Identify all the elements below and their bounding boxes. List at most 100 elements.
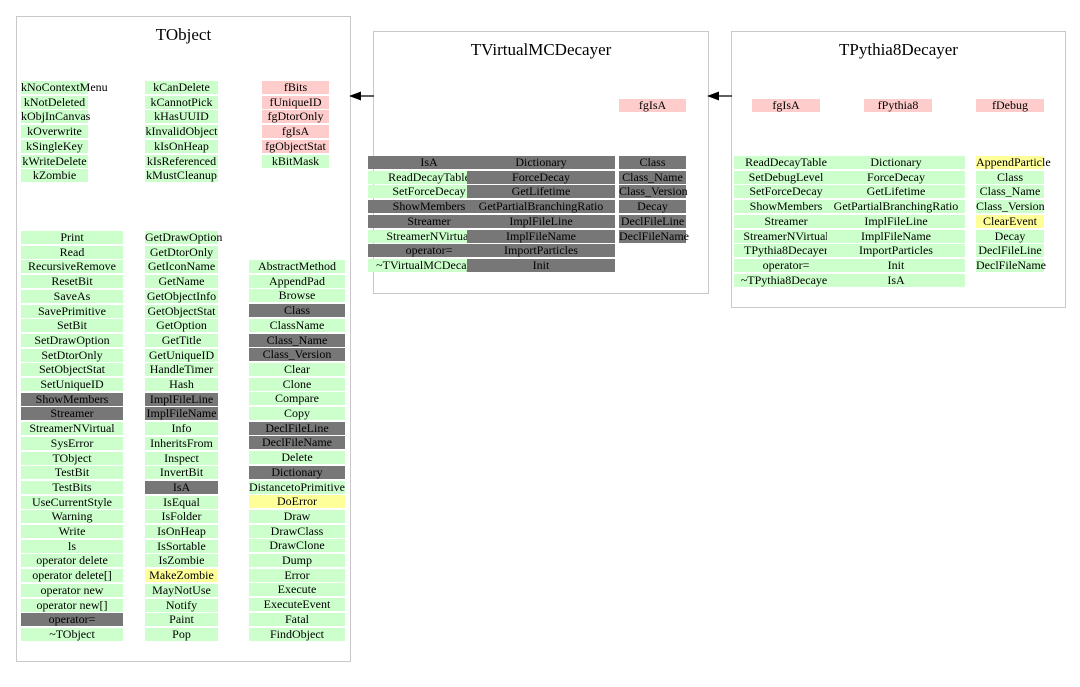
class-box-tobject: TObject kNoContextMenu kNotDeleted kObjInC… xyxy=(16,16,351,662)
class-method-item: ClearEvent xyxy=(976,214,1044,228)
class-method-item: Decay xyxy=(976,229,1044,243)
class-method-item: ReadDecayTable xyxy=(368,170,490,184)
class-method-item: kNoContextMenu xyxy=(21,80,108,94)
class-method-item: operator delete xyxy=(21,554,123,568)
class-method-item: Class xyxy=(976,170,1044,184)
class-method-item: GetLifetime xyxy=(827,185,965,199)
class-method-item: Class_Name xyxy=(976,185,1044,199)
class-method-item: IsFolder xyxy=(145,510,218,524)
class-method-item: AppendParticle xyxy=(976,155,1051,169)
inheritance-arrow-2 xyxy=(707,91,732,101)
class-method-item: Pop xyxy=(145,627,218,641)
class-method-item: IsZombie xyxy=(145,554,218,568)
class-method-item: Paint xyxy=(145,613,218,627)
class-method-item: GetPartialBranchingRatio xyxy=(827,200,965,214)
class-method-item: MayNotUse xyxy=(145,583,218,597)
class-method-item: ~TVirtualMCDecayer xyxy=(368,258,490,272)
class-method-item: ForceDecay xyxy=(827,170,965,184)
class-method-item: SaveAs xyxy=(21,289,123,303)
class-method-item: TObject xyxy=(21,451,123,465)
class-method-item: SetUniqueID xyxy=(21,378,123,391)
class-method-item: SetForceDecay xyxy=(734,185,838,199)
class-method-item: StreamerNVirtual xyxy=(21,422,123,436)
class-method-item: DeclFileLine xyxy=(249,421,345,435)
class-method-item: DeclFileLine xyxy=(976,244,1044,258)
class-method-item: RecursiveRemove xyxy=(21,260,123,274)
class-method-item: kNotDeleted xyxy=(21,95,88,109)
class-method-item: DrawClass xyxy=(249,524,345,538)
class-method-item: DoError xyxy=(249,495,345,509)
class-method-item: GetLifetime xyxy=(467,185,615,199)
class-title: TPythia8Decayer xyxy=(839,40,958,59)
class-method-item: Decay xyxy=(619,200,686,214)
class-method-item: GetName xyxy=(145,275,218,289)
data-member-item: fPythia8 xyxy=(864,99,932,112)
class-method-item: Execute xyxy=(249,583,345,597)
class-method-item: Dictionary xyxy=(467,156,615,169)
class-method-item: ExecuteEvent xyxy=(249,598,345,612)
class-method-item: InheritsFrom xyxy=(145,436,218,450)
class-method-item: TestBit xyxy=(21,466,123,480)
class-method-item: Delete xyxy=(249,451,345,465)
class-method-item: Clear xyxy=(249,362,345,376)
class-method-item: ForceDecay xyxy=(467,170,615,184)
class-method-item: kMustCleanup xyxy=(145,168,218,183)
class-method-item: Notify xyxy=(145,598,218,612)
class-method-item: GetObjectInfo xyxy=(145,288,218,303)
class-method-item: kObjInCanvas xyxy=(21,109,91,124)
class-method-item: SetObjectStat xyxy=(21,363,123,377)
class-method-item: MakeZombie xyxy=(145,569,218,583)
class-method-item: ~TPythia8Decayer xyxy=(734,273,838,287)
class-method-item: ls xyxy=(21,539,123,553)
data-member-item: fDebug xyxy=(976,99,1044,112)
class-method-item: SavePrimitive xyxy=(21,304,123,318)
class-method-item: DrawClone xyxy=(249,539,345,553)
data-member-item: fgObjectStat xyxy=(262,139,329,153)
class-method-item: Inspect xyxy=(145,451,218,465)
data-member-item: fBits xyxy=(262,81,329,94)
class-method-item: Fatal xyxy=(249,612,345,626)
class-method-item: kIsReferenced xyxy=(145,153,218,168)
class-method-item: Dictionary xyxy=(249,465,345,479)
class-method-item: ReadDecayTable xyxy=(734,156,838,169)
class-method-item: Streamer xyxy=(368,214,490,228)
class-method-item: DistancetoPrimitive xyxy=(249,479,345,494)
class-method-item: kCanDelete xyxy=(145,81,218,94)
class-method-item: ImplFileName xyxy=(145,406,218,421)
class-method-item: Write xyxy=(21,525,123,538)
inheritance-arrow-1 xyxy=(349,91,374,101)
class-method-item: kCannotPick xyxy=(145,95,218,109)
class-method-item: kIsOnHeap xyxy=(145,139,218,153)
class-method-item: ImplFileName xyxy=(467,229,615,243)
class-method-item: GetDtorOnly xyxy=(145,245,218,259)
class-method-item: SetDtorOnly xyxy=(21,348,123,362)
class-method-item: GetIconName xyxy=(145,260,218,274)
class-method-item: SetDebugLevel xyxy=(734,170,838,184)
class-method-item: Read xyxy=(21,245,123,259)
class-method-item: kWriteDelete xyxy=(21,153,88,168)
class-method-item: HandleTimer xyxy=(145,363,218,377)
class-method-item: Class_Version xyxy=(249,348,345,362)
class-method-item: IsOnHeap xyxy=(145,525,218,538)
class-method-item: Hash xyxy=(145,378,218,391)
class-method-item: ImportParticles xyxy=(827,244,965,258)
class-method-item: StreamerNVirtual xyxy=(368,229,490,243)
class-method-item: ImplFileLine xyxy=(145,392,218,406)
class-method-item: IsA xyxy=(827,273,965,287)
class-box-tvirtualmcdecayer: TVirtualMCDecayer fgIsA IsA ReadDecayTable… xyxy=(368,31,709,294)
class-method-item: Compare xyxy=(249,392,345,406)
class-title: TVirtualMCDecayer xyxy=(470,40,612,59)
class-method-item: IsSortable xyxy=(145,539,218,553)
class-method-item: Class xyxy=(619,156,686,169)
class-method-item: Draw xyxy=(249,509,345,523)
class-method-item: Dictionary xyxy=(827,156,965,169)
class-method-item: ShowMembers xyxy=(734,200,838,214)
class-method-item: kHasUUID xyxy=(145,110,218,124)
class-method-item: SetForceDecay xyxy=(368,185,490,199)
class-method-item: TestBits xyxy=(21,480,123,494)
class-method-item: kZombie xyxy=(21,169,88,183)
class-method-item: kSingleKey xyxy=(21,139,88,153)
data-member-item: fgIsA xyxy=(262,125,329,139)
class-method-item: operator= xyxy=(734,258,838,272)
class-method-item: ClassName xyxy=(249,318,345,332)
